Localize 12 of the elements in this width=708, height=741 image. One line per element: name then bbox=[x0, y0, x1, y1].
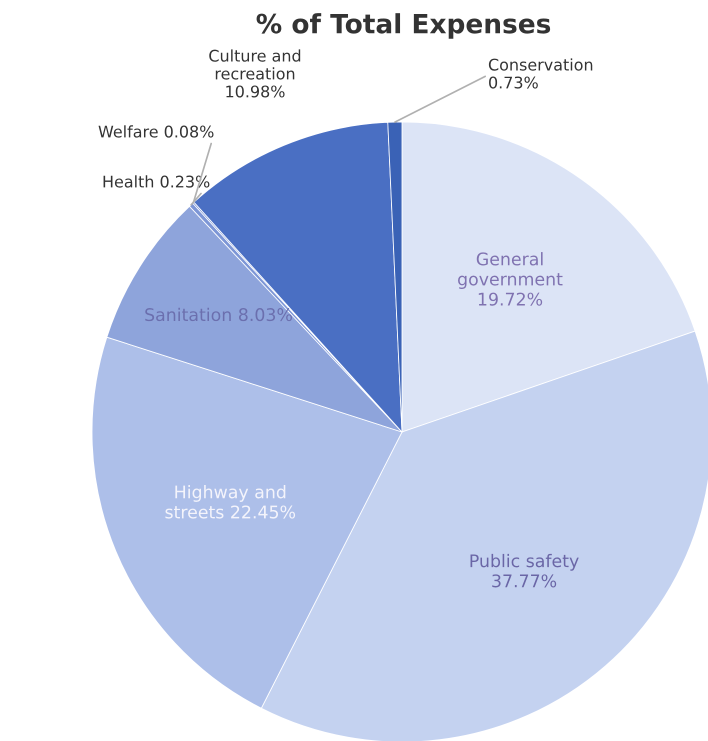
slice-label: Conservation bbox=[488, 58, 592, 71]
data-label: 0.73% bbox=[489, 76, 538, 89]
chart-title: % of Total Expenses bbox=[256, 13, 550, 39]
data-label: 19.72% bbox=[478, 292, 542, 306]
slice-label: General government bbox=[458, 252, 563, 289]
slice-label: Welfare 0.08% bbox=[98, 125, 214, 138]
slice-label: Health 0.23% bbox=[104, 175, 210, 188]
slice-label: Public safety bbox=[470, 554, 579, 571]
slice-label: Culture and recreation bbox=[209, 49, 300, 80]
data-label: 37.77% bbox=[492, 574, 556, 588]
slice-label: Highway and streets 22.45% bbox=[165, 485, 296, 519]
data-label: 10.98% bbox=[226, 85, 285, 98]
